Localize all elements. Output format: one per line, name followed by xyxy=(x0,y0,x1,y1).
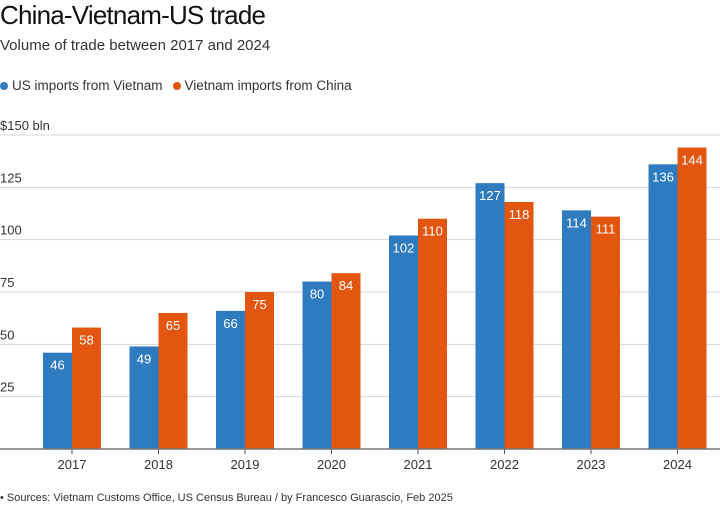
legend-dot-icon xyxy=(172,81,181,90)
bar-us xyxy=(43,352,72,449)
bar-vietnam xyxy=(418,218,447,449)
y-tick-label: 50 xyxy=(0,327,14,342)
x-tick-label: 2017 xyxy=(58,457,87,472)
x-tick-label: 2023 xyxy=(577,457,606,472)
data-label: 144 xyxy=(681,153,703,168)
bar-us xyxy=(562,210,591,449)
legend-label: Vietnam imports from China xyxy=(184,78,352,93)
data-label: 65 xyxy=(166,318,180,333)
x-tick-label: 2018 xyxy=(144,457,173,472)
data-label: 110 xyxy=(422,224,443,239)
data-label: 75 xyxy=(252,297,266,312)
legend-item-us: US imports from Vietnam xyxy=(0,78,163,93)
data-label: 114 xyxy=(566,215,587,230)
data-label: 80 xyxy=(310,287,324,302)
bar-us xyxy=(129,346,159,449)
data-label: 66 xyxy=(223,316,237,331)
y-tick-label: 100 xyxy=(0,223,22,238)
data-label: 84 xyxy=(339,278,353,293)
x-tick-label: 2019 xyxy=(231,457,260,472)
data-label: 58 xyxy=(79,333,93,348)
bar-us xyxy=(475,183,505,449)
bar-us xyxy=(302,281,332,449)
bar-us xyxy=(389,235,418,449)
chart-title: China-Vietnam-US trade xyxy=(0,0,266,30)
data-label: 136 xyxy=(652,169,674,184)
bar-vietnam xyxy=(504,201,534,449)
source-note: • Sources: Vietnam Customs Office, US Ce… xyxy=(0,492,453,504)
legend-item-vietnam: Vietnam imports from China xyxy=(172,78,352,93)
bar-us xyxy=(648,164,678,449)
bar-vietnam xyxy=(677,147,707,449)
data-label: 102 xyxy=(393,240,415,255)
y-tick-label: 25 xyxy=(0,380,14,395)
legend: US imports from Vietnam Vietnam imports … xyxy=(0,78,352,93)
bar-vietnam xyxy=(158,312,188,449)
x-tick-label: 2022 xyxy=(490,457,519,472)
data-label: 118 xyxy=(509,207,530,222)
data-label: 49 xyxy=(137,351,151,366)
y-tick-label: 75 xyxy=(0,275,14,290)
bar-vietnam xyxy=(591,216,620,449)
x-tick-label: 2020 xyxy=(317,457,346,472)
data-label: 111 xyxy=(596,222,616,237)
data-label: 127 xyxy=(479,188,501,203)
legend-dot-icon xyxy=(0,81,8,90)
y-tick-label: $150 bln xyxy=(0,118,50,133)
y-tick-label: 125 xyxy=(0,170,22,185)
bar-vietnam xyxy=(72,327,101,449)
x-tick-label: 2021 xyxy=(404,457,433,472)
data-label: 46 xyxy=(50,358,64,373)
x-tick-label: 2024 xyxy=(663,457,692,472)
bar-vietnam xyxy=(245,292,274,449)
legend-label: US imports from Vietnam xyxy=(12,78,163,93)
bar-vietnam xyxy=(331,273,361,449)
bar-us xyxy=(216,310,245,449)
chart-subtitle: Volume of trade between 2017 and 2024 xyxy=(0,37,271,54)
